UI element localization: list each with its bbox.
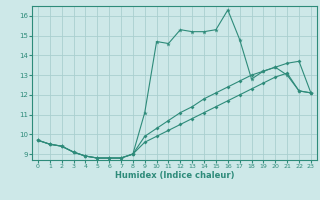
X-axis label: Humidex (Indice chaleur): Humidex (Indice chaleur): [115, 171, 234, 180]
